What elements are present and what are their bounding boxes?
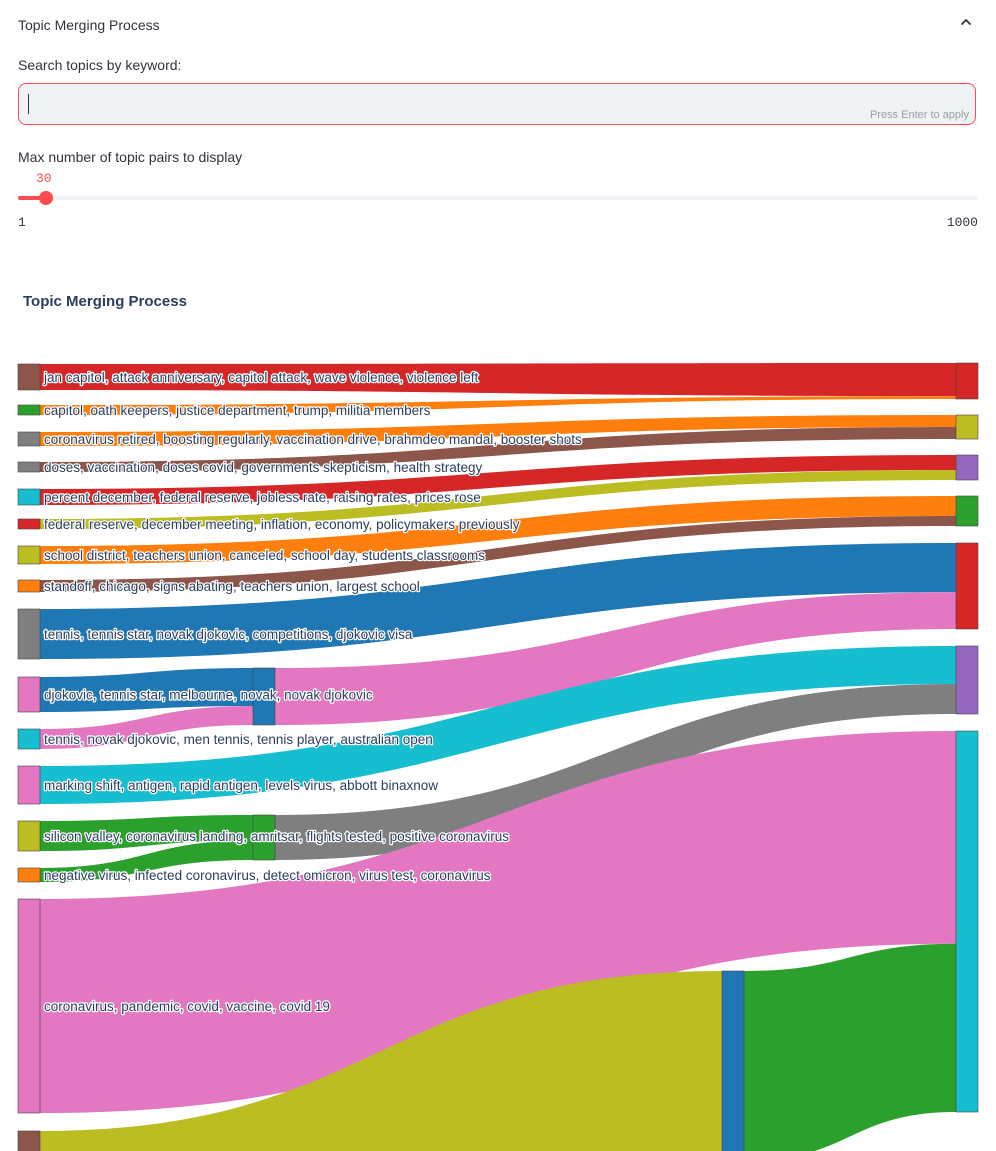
sankey-link[interactable]: [40, 815, 253, 851]
enter-hint: Press Enter to apply: [869, 109, 969, 121]
sankey-link[interactable]: [275, 684, 956, 860]
sankey-node-label: jan capitol, attack anniversary, capitol…: [43, 370, 478, 385]
expander-header[interactable]: Topic Merging Process: [0, 0, 996, 48]
sankey-node[interactable]: [17, 431, 41, 447]
sankey-node-label: doses, vaccination, doses covid, governm…: [44, 460, 482, 475]
sankey-node[interactable]: [252, 814, 276, 861]
sankey-node[interactable]: [17, 363, 41, 391]
sankey-node-label: coronavirus, pandemic, covid, vaccine, c…: [44, 999, 330, 1014]
sankey-node[interactable]: [17, 518, 41, 530]
slider-max-label: 1000: [946, 215, 978, 230]
sankey-node[interactable]: [955, 645, 979, 715]
sankey-node[interactable]: [955, 454, 979, 481]
sankey-chart: jan capitol, attack anniversary, capitol…: [17, 362, 979, 1151]
sankey-node-label: marking shift, antigen, rapid antigen, l…: [44, 778, 438, 793]
slider-track[interactable]: [18, 196, 978, 200]
chevron-up-icon[interactable]: [958, 14, 974, 30]
text-caret: [28, 94, 29, 114]
sankey-node[interactable]: [955, 495, 979, 527]
sankey-node-label: tennis, novak djokovic, men tennis, tenn…: [44, 732, 433, 747]
slider-thumb[interactable]: [39, 191, 53, 205]
sankey-link[interactable]: [40, 363, 956, 397]
sankey-link[interactable]: [40, 706, 253, 749]
sankey-link[interactable]: [40, 427, 956, 472]
sankey-node[interactable]: [17, 820, 41, 852]
sankey-node[interactable]: [17, 545, 41, 565]
sankey-link[interactable]: [40, 455, 956, 505]
sankey-node[interactable]: [955, 730, 979, 1113]
sankey-node-label: djokovic, tennis star, melbourne, novak,…: [44, 688, 373, 703]
sankey-node[interactable]: [17, 1130, 41, 1151]
slider-label: Max number of topic pairs to display: [18, 149, 243, 165]
sankey-link[interactable]: [40, 646, 956, 804]
search-label: Search topics by keyword:: [18, 57, 182, 73]
search-box[interactable]: Press Enter to apply: [18, 83, 976, 126]
sankey-node[interactable]: [252, 667, 276, 726]
sankey-node[interactable]: [17, 461, 41, 473]
sankey-node[interactable]: [955, 362, 979, 400]
expander-title: Topic Merging Process: [18, 17, 160, 33]
sankey-node[interactable]: [17, 579, 41, 593]
sankey-node-label: tennis, tennis star, novak djokovic, com…: [44, 627, 413, 642]
sankey-node[interactable]: [17, 608, 41, 660]
slider-value: 30: [36, 171, 52, 186]
sankey-link[interactable]: [40, 516, 956, 592]
sankey-link[interactable]: [744, 943, 956, 1151]
sankey-link[interactable]: [40, 470, 956, 529]
sankey-node-label: negative virus, infected coronavirus, de…: [44, 868, 491, 883]
sankey-link[interactable]: [40, 840, 253, 882]
sankey-node-label: silicon valley, coronavirus landing, amr…: [44, 829, 509, 844]
sankey-link[interactable]: [40, 496, 956, 564]
sankey-link[interactable]: [40, 731, 956, 1113]
sankey-node-label: standoff, chicago, signs abating, teache…: [44, 579, 420, 594]
sankey-link[interactable]: [40, 396, 956, 415]
sankey-link[interactable]: [40, 971, 722, 1151]
sankey-node[interactable]: [17, 728, 41, 750]
sankey-node[interactable]: [955, 414, 979, 440]
slider-fill: [18, 196, 46, 200]
sankey-node[interactable]: [17, 867, 41, 883]
search-input[interactable]: [27, 84, 851, 126]
sankey-node-label: federal reserve, december meeting, infla…: [44, 517, 520, 532]
sankey-node-label: percent december, federal reserve, joble…: [44, 490, 481, 505]
chart-title: Topic Merging Process: [23, 293, 187, 310]
sankey-node[interactable]: [17, 488, 41, 506]
sankey-node[interactable]: [955, 542, 979, 630]
sankey-node[interactable]: [17, 676, 41, 713]
sankey-link[interactable]: [40, 668, 253, 712]
sankey-link[interactable]: [275, 592, 956, 725]
sankey-link[interactable]: [40, 415, 956, 446]
sankey-node-label: school district, teachers union, cancele…: [44, 548, 485, 563]
sankey-node[interactable]: [721, 970, 745, 1151]
sankey-node[interactable]: [17, 765, 41, 805]
sankey-node-label: coronavirus retired, boosting regularly,…: [44, 432, 582, 447]
sankey-link[interactable]: [40, 543, 956, 659]
slider-min-label: 1: [18, 215, 26, 230]
sankey-node[interactable]: [17, 404, 41, 416]
sankey-node-label: capitol, oath keepers, justice departmen…: [44, 403, 431, 418]
sankey-node[interactable]: [17, 898, 41, 1114]
